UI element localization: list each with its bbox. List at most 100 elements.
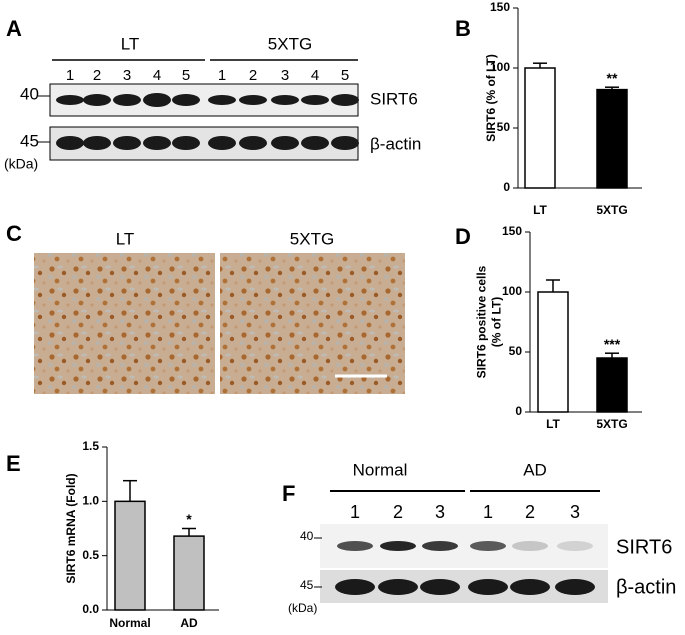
- significance: **: [607, 70, 618, 86]
- bar: [537, 291, 569, 413]
- band: [301, 136, 329, 150]
- panel-letter: A: [6, 16, 22, 41]
- unit-label: (kDa): [288, 601, 317, 615]
- band: [331, 136, 359, 150]
- band: [208, 95, 236, 105]
- y-tick-label: 50: [497, 120, 511, 134]
- band: [239, 95, 267, 105]
- y-tick-label: 150: [490, 0, 510, 14]
- mw-label: 40: [20, 84, 39, 103]
- mw-label: 40: [300, 529, 314, 543]
- group-label: 5XTG: [268, 34, 312, 53]
- significance: ***: [604, 336, 621, 352]
- bar: [524, 67, 556, 189]
- y-axis-label: SIRT6 mRNA (Fold): [64, 473, 78, 583]
- band: [337, 541, 373, 551]
- y-tick-label: 0: [503, 180, 510, 194]
- lane-labels: 1 2 3 1 2 3: [350, 502, 580, 522]
- lane-label: 4: [311, 67, 319, 84]
- band: [470, 541, 506, 551]
- error-bar: [605, 86, 619, 90]
- unit-label: (kDa): [4, 156, 38, 172]
- lane-label: 3: [281, 67, 289, 84]
- band: [56, 95, 84, 105]
- panel-letter: B: [455, 16, 471, 41]
- band: [83, 94, 111, 106]
- group-label: AD: [523, 460, 547, 479]
- lane-label: 1: [350, 502, 360, 522]
- bands: [335, 541, 595, 595]
- bar: [114, 500, 146, 611]
- x-tick-label: AD: [180, 616, 198, 630]
- y-tick-label: 0.0: [82, 602, 99, 616]
- lane-label: 3: [570, 502, 580, 522]
- error-bar: [123, 479, 137, 502]
- bar: [173, 535, 205, 611]
- image-label: 5XTG: [290, 229, 334, 248]
- band: [468, 579, 508, 595]
- error-bar: [605, 352, 619, 358]
- x-tick-label: Normal: [109, 616, 150, 630]
- micrograph: [34, 253, 215, 394]
- y-axis-label: (% of LT): [490, 297, 504, 347]
- lane-label: 4: [153, 67, 161, 84]
- lane-label: 2: [249, 67, 257, 84]
- x-tick-label: 5XTG: [596, 203, 627, 217]
- y-tick-label: 100: [490, 60, 510, 74]
- micrograph: [220, 253, 405, 394]
- band: [208, 136, 236, 150]
- y-tick-label: 1.0: [82, 494, 99, 508]
- band: [239, 136, 267, 150]
- band: [172, 136, 200, 150]
- lane-label: 2: [525, 502, 535, 522]
- band: [172, 94, 200, 106]
- y-axis-label: SIRT6 positive cells: [475, 265, 489, 378]
- lane-label: 5: [182, 67, 190, 84]
- mw-label: 45: [20, 131, 39, 150]
- band: [331, 94, 359, 106]
- band: [143, 136, 171, 150]
- lane-label: 1: [218, 67, 226, 84]
- band: [557, 541, 593, 551]
- panel-letter: E: [6, 451, 21, 476]
- image-label: LT: [116, 229, 135, 248]
- band: [380, 541, 416, 551]
- y-tick-label: 100: [502, 284, 522, 298]
- lane-label: 1: [66, 67, 74, 84]
- band: [83, 136, 111, 150]
- y-tick-label: 0: [515, 404, 522, 418]
- panel-letter: D: [455, 224, 471, 249]
- lane-label: 5: [341, 67, 349, 84]
- error-bar: [533, 62, 547, 68]
- x-tick-label: LT: [546, 417, 560, 431]
- protein-label: β-actin: [370, 134, 421, 153]
- y-tick-label: 0.5: [82, 548, 99, 562]
- lane-label: 2: [393, 502, 403, 522]
- panel-letter: C: [6, 221, 22, 246]
- band: [56, 136, 84, 150]
- lane-labels: 1 2 3 4 5 1 2 3 4 5: [66, 67, 349, 84]
- lane-label: 1: [483, 502, 493, 522]
- band: [301, 95, 329, 105]
- y-axis-label: SIRT6 (% of LT): [484, 54, 498, 142]
- group-label: LT: [121, 34, 140, 53]
- band: [510, 579, 550, 595]
- x-tick-label: 5XTG: [596, 417, 627, 431]
- band: [113, 136, 141, 150]
- group-label: Normal: [353, 460, 408, 479]
- panel-letter: F: [282, 481, 295, 506]
- lane-label: 3: [123, 67, 131, 84]
- lane-label: 2: [93, 67, 101, 84]
- mw-label: 45: [300, 578, 314, 592]
- protein-label: SIRT6: [616, 536, 672, 558]
- band: [271, 136, 299, 150]
- bar: [596, 88, 628, 189]
- error-bar: [546, 279, 560, 292]
- x-tick-label: LT: [533, 203, 547, 217]
- y-tick-label: 50: [509, 344, 523, 358]
- bands: [56, 93, 359, 150]
- band: [512, 541, 548, 551]
- band: [113, 94, 141, 106]
- band: [422, 541, 458, 551]
